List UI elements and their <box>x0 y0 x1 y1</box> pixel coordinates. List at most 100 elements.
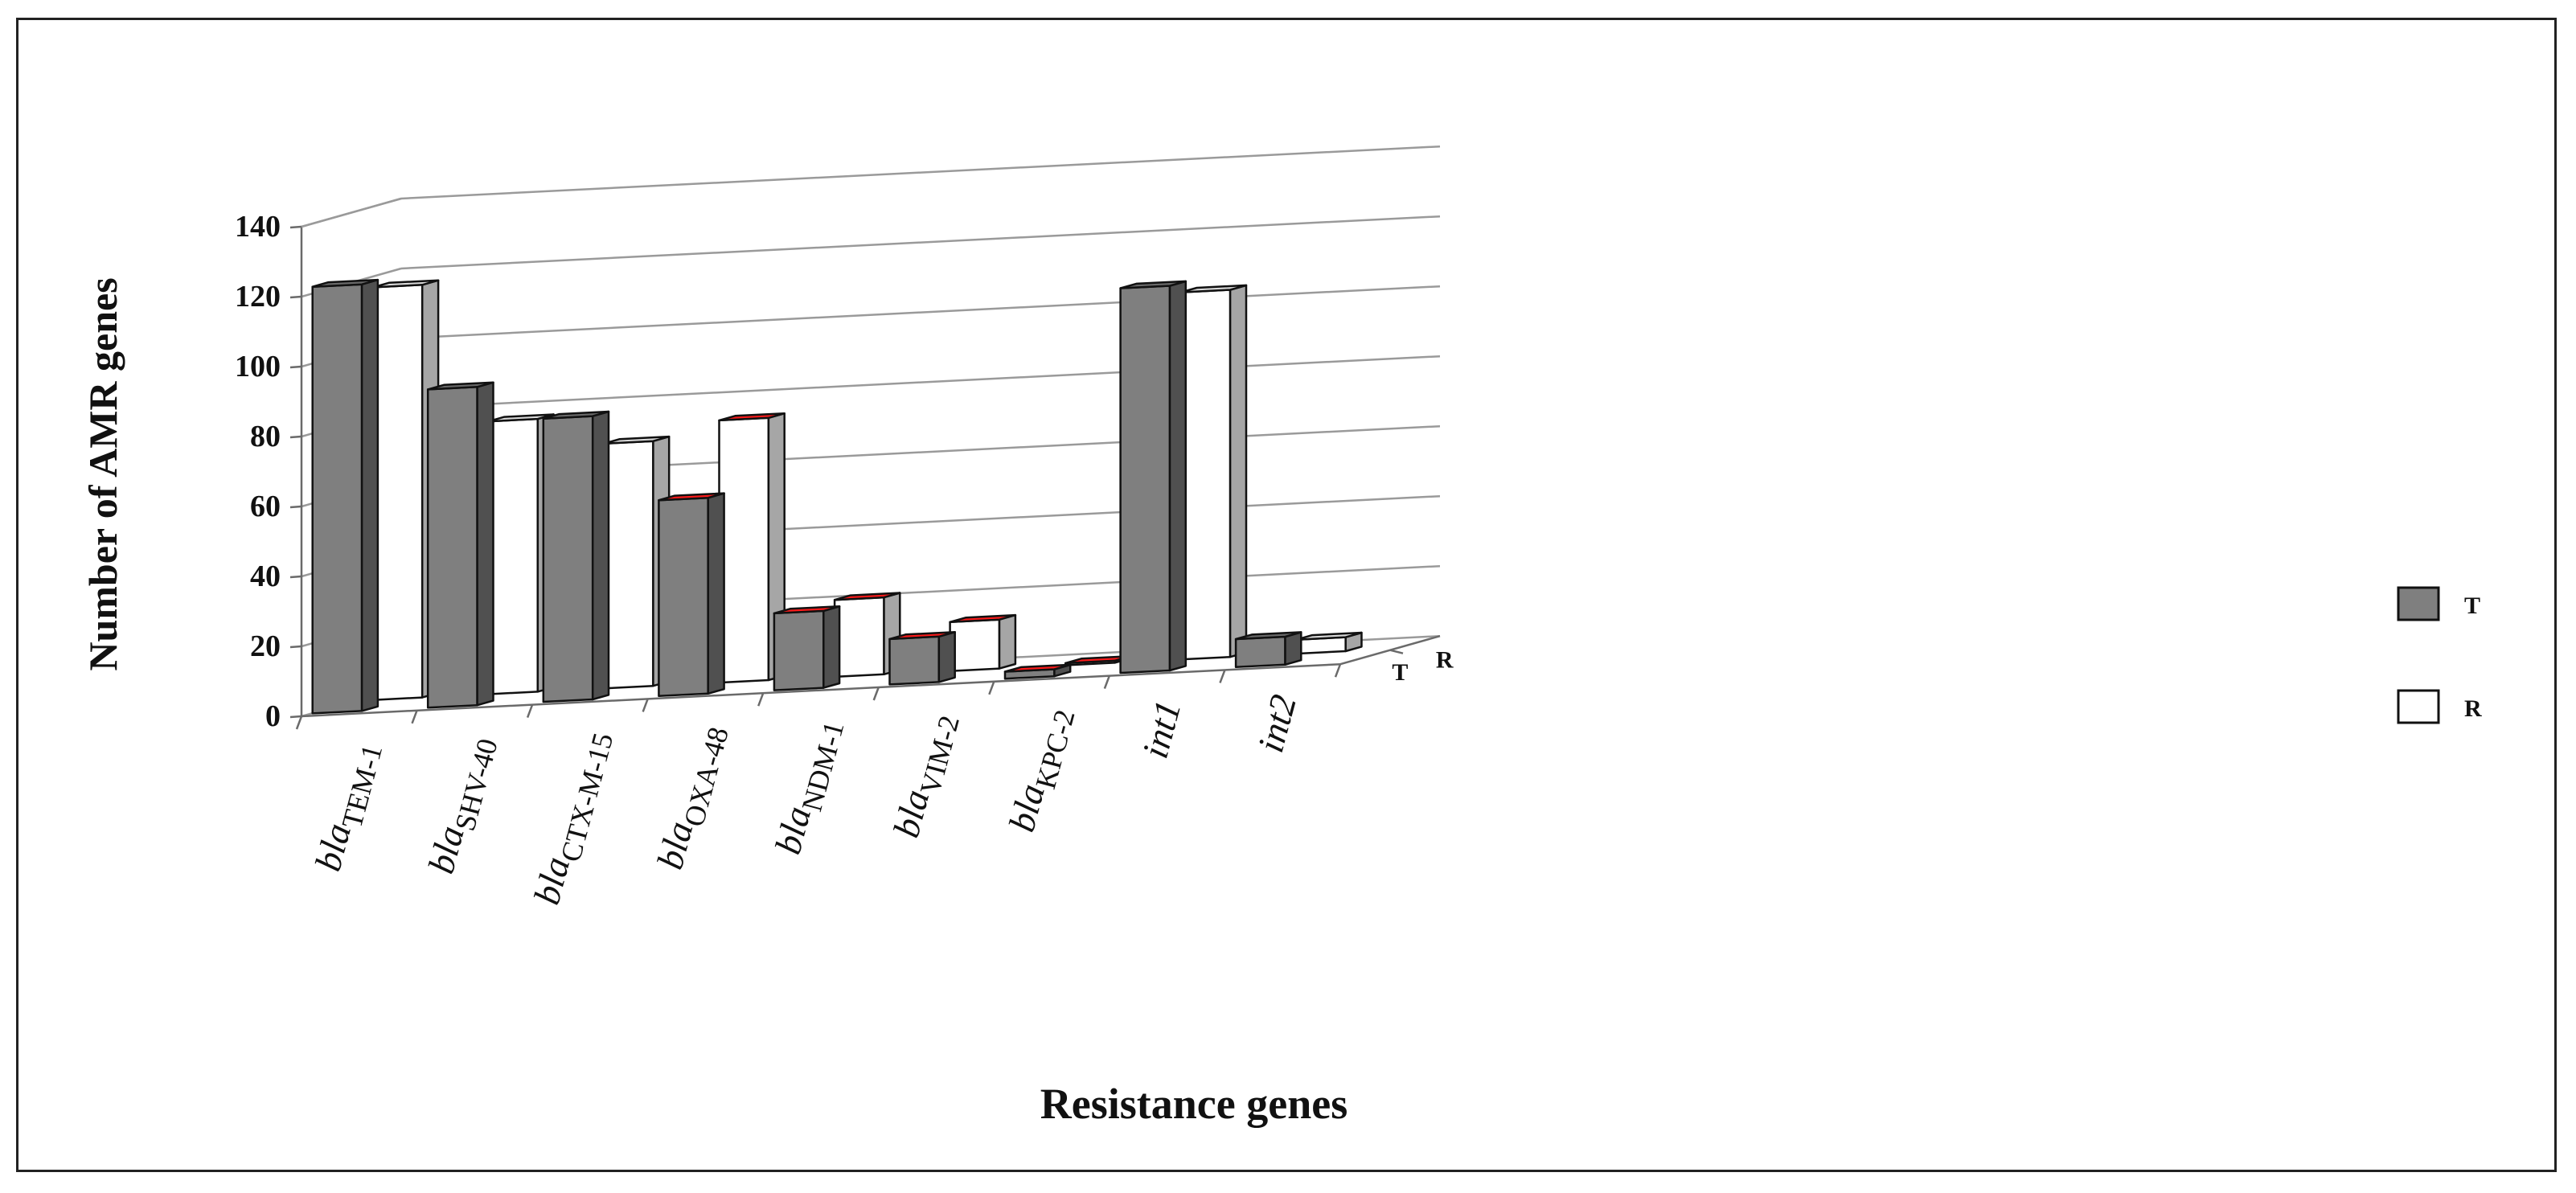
bar-top <box>658 492 725 502</box>
bar-side <box>1284 631 1302 666</box>
chart-bars <box>311 278 1363 715</box>
y-tick-label: 60 <box>250 490 281 523</box>
bar-front <box>949 618 1001 672</box>
wall-top-edge <box>301 197 402 228</box>
gridline <box>400 285 1441 340</box>
bar-front <box>773 609 825 691</box>
bar-top <box>1003 663 1072 673</box>
bar-top <box>371 279 440 289</box>
y-tick <box>289 225 302 229</box>
x-tick-label: blaKPC-2 <box>1001 702 1081 838</box>
bar-front <box>426 386 478 709</box>
x-tick <box>757 692 765 707</box>
bar-top <box>773 605 841 615</box>
bar-top <box>833 592 901 601</box>
x-tick-label: blaTEM-1 <box>307 736 389 877</box>
bar-top <box>542 410 610 420</box>
bar-front <box>888 635 941 686</box>
bar-side <box>476 381 494 707</box>
x-tick-label: int1 <box>1134 696 1189 762</box>
gridline <box>400 145 1441 200</box>
y-tick-label: 40 <box>250 560 281 593</box>
bar-side <box>937 630 956 683</box>
bar-top <box>311 278 379 288</box>
x-axis-title: Resistance genes <box>1040 1080 1347 1128</box>
bar-front <box>718 416 770 684</box>
y-tick <box>289 575 302 579</box>
bar-side <box>998 613 1017 670</box>
bar-T-2 <box>542 410 610 703</box>
bar-front <box>658 496 709 698</box>
bar-top <box>426 381 494 391</box>
y-tick <box>289 715 302 719</box>
x-tick-label: blaOXA-48 <box>649 719 735 875</box>
x-tick-label: blaVIM-2 <box>885 707 966 843</box>
bar-T-0 <box>311 278 379 715</box>
y-tick <box>289 645 302 649</box>
bar-side <box>822 605 841 689</box>
y-tick-label: 100 <box>235 350 281 383</box>
y-tick-label: 20 <box>250 629 281 663</box>
bar-T-5 <box>888 630 956 686</box>
bar-top <box>1179 284 1248 293</box>
bar-T-1 <box>426 381 494 709</box>
bar-top <box>1295 631 1363 641</box>
bar-side <box>707 492 725 695</box>
bar-front <box>311 283 363 715</box>
bar-front <box>602 440 654 690</box>
legend-label-t: T <box>2464 592 2480 619</box>
chart-legend: T R <box>2397 586 2482 724</box>
y-axis-title: Number of AMR genes <box>80 277 125 670</box>
x-tick <box>642 698 649 712</box>
gridline <box>400 355 1441 410</box>
bar-top <box>1234 631 1302 641</box>
bar-T-8 <box>1234 631 1302 669</box>
bar-front <box>1179 289 1232 661</box>
x-tick-label: int2 <box>1249 691 1304 756</box>
y-tick-label: 0 <box>265 699 281 733</box>
bar-R-8 <box>1295 631 1363 655</box>
x-tick <box>526 704 534 719</box>
legend-swatch-t <box>2397 586 2440 621</box>
bar-side <box>591 410 610 701</box>
bar-front <box>542 415 594 703</box>
x-tick-label: blaCTX-M-15 <box>526 725 620 911</box>
bar-R-0 <box>371 279 440 701</box>
bar-top <box>949 613 1017 624</box>
bar-front <box>487 417 539 695</box>
depth-tick <box>1389 649 1404 654</box>
legend-label-r: R <box>2464 695 2482 722</box>
bar-R-7 <box>1179 284 1248 661</box>
depth-label-t: T <box>1392 659 1408 686</box>
x-axis-line <box>301 662 1341 718</box>
bar-side <box>1168 280 1188 672</box>
bar-R-5 <box>949 613 1017 672</box>
bar-top <box>1119 280 1188 289</box>
y-tick <box>289 505 302 509</box>
bar-T-6 <box>1003 663 1072 680</box>
bar-T-7 <box>1119 280 1188 674</box>
bar-front <box>1119 285 1171 674</box>
gridline <box>400 215 1441 270</box>
x-tick <box>1334 663 1342 678</box>
bar-top <box>718 412 786 422</box>
x-tick-label: blaSHV-40 <box>420 731 503 879</box>
x-tick <box>295 715 303 730</box>
bar-front <box>371 284 424 701</box>
bar-top <box>487 413 555 423</box>
bar-top <box>888 630 956 641</box>
bar-top <box>602 435 671 445</box>
x-tick <box>411 710 418 724</box>
x-tick <box>988 681 995 695</box>
legend-swatch-r <box>2397 689 2440 724</box>
x-tick <box>872 687 880 701</box>
bar-side <box>1229 284 1248 658</box>
depth-label-r: R <box>1436 647 1454 674</box>
bar-side <box>360 278 379 712</box>
x-tick <box>1219 669 1226 683</box>
bar-T-4 <box>773 605 841 691</box>
bar-T-3 <box>658 492 725 698</box>
bar-front <box>833 596 885 678</box>
